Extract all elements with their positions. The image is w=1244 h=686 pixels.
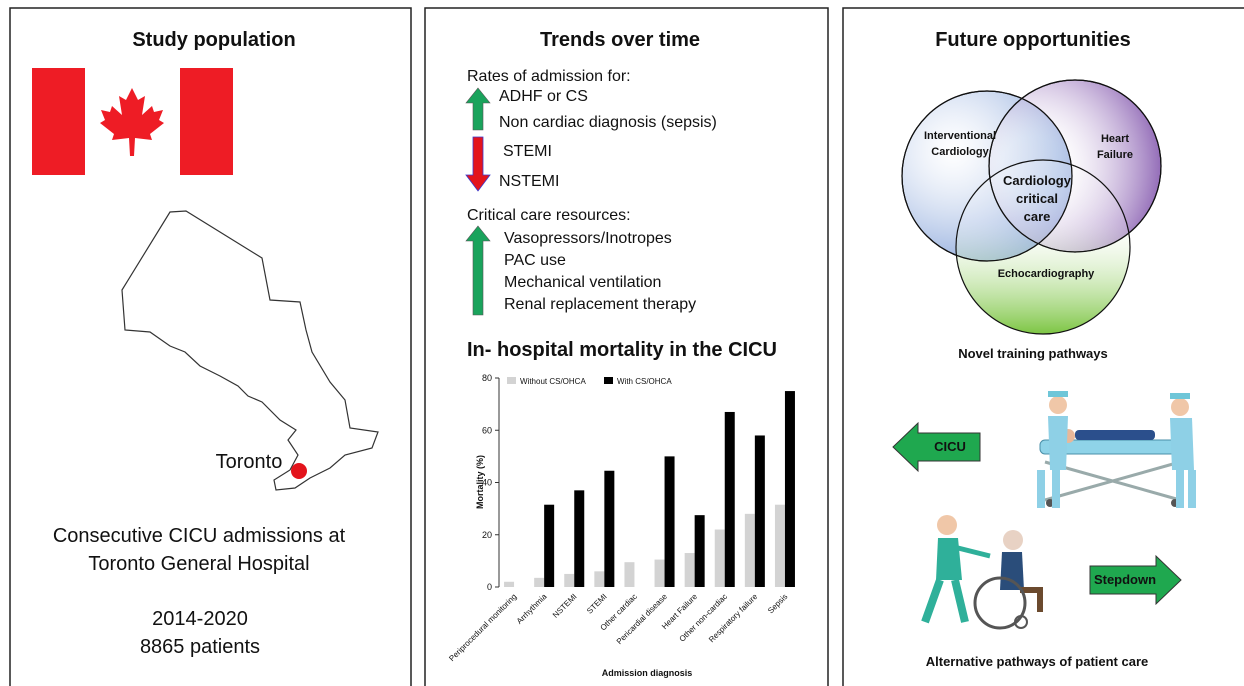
bar [694,515,705,587]
panel-title: Study population [132,29,295,51]
map-label: Toronto [216,451,283,473]
caption: Novel training pathways [958,346,1108,361]
ontario-map [121,210,379,491]
heading: Critical care resources: [467,207,631,224]
x-tick-label: Arrhythmia [515,592,549,626]
x-tick-label: Periprocedural monitoring [447,592,518,663]
venn-label: Heart [1101,133,1129,145]
venn-label: Cardiology [1003,173,1072,188]
bar [654,559,665,587]
x-axis-label: Admission diagnosis [602,668,693,678]
heading: Rates of admission for: [467,68,631,85]
legend-label: Without CS/OHCA [520,377,586,386]
bar [564,573,575,587]
decrease-item: NSTEMI [499,173,559,190]
legend-swatch [604,377,613,384]
x-tick-label: Sepsis [766,592,789,615]
bar [624,562,635,587]
bar [544,504,555,587]
decrease-item: STEMI [503,143,552,160]
up-arrow [465,87,491,131]
y-tick-label: 40 [482,478,492,488]
wheelchair-illustration [921,515,1043,630]
caption: Alternative pathways of patient care [926,654,1149,669]
venn-label: Interventional [924,130,996,142]
resource-item: PAC use [504,252,566,269]
resource-item: Vasopressors/Inotropes [504,230,672,247]
canada-flag [32,68,233,175]
bar [774,504,785,587]
bar [534,577,545,587]
up-arrow [465,225,491,316]
x-tick-label: STEMI [585,592,609,616]
down-arrow [465,136,491,192]
increase-item: Non cardiac diagnosis (sepsis) [499,114,717,131]
description: Toronto General Hospital [88,553,309,575]
description: Consecutive CICU admissions at [53,525,346,547]
venn-label: Cardiology [931,146,989,158]
venn-label: care [1024,209,1051,224]
x-tick-label: NSTEMI [551,592,579,620]
y-tick-label: 60 [482,425,492,435]
resource-item: Mechanical ventilation [504,274,661,291]
y-tick-label: 80 [482,373,492,383]
bar-chart: 0 20 40 60 80 Periprocedural monitoringArrhyt… [447,373,795,663]
patients: 8865 patients [140,636,260,658]
panel-title: Future opportunities [935,29,1131,51]
arrow-label: Stepdown [1094,572,1156,587]
venn-label: critical [1016,191,1058,206]
x-tick-label: Pericardial disease [615,592,670,647]
chart-title: In- hospital mortality in the CICU [467,339,777,361]
bar [604,470,615,587]
resource-item: Renal replacement therapy [504,296,696,313]
legend-label: With CS/OHCA [617,377,672,386]
y-tick-label: 20 [482,530,492,540]
bar [574,490,585,587]
bar [594,571,605,587]
legend-swatch [507,377,516,384]
years: 2014-2020 [152,608,248,630]
panel-title: Trends over time [540,29,700,51]
panel-border [9,7,412,686]
venn-diagram [901,79,1162,335]
panel-border [842,7,1244,686]
right-arrow [1089,554,1182,606]
bar [754,435,765,587]
bar [744,513,755,587]
panel-border [424,7,829,686]
bar [724,411,735,587]
venn-label: Failure [1097,149,1133,161]
y-axis-label: Mortality (%) [475,455,485,509]
bar [684,553,695,587]
bar [504,581,515,587]
left-arrow [892,421,981,473]
bar [714,529,725,587]
venn-label: Echocardiography [998,268,1095,280]
bar [664,456,675,587]
arrow-label: CICU [934,439,966,454]
increase-item: ADHF or CS [499,88,588,105]
bar [784,391,795,587]
y-tick-label: 0 [487,582,492,592]
toronto-marker [291,463,307,479]
stretcher-illustration [1037,391,1196,508]
